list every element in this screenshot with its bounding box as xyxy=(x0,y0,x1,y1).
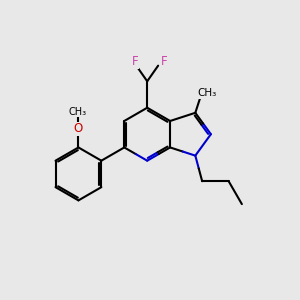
Text: CH₃: CH₃ xyxy=(68,107,87,117)
Text: F: F xyxy=(132,56,139,68)
Text: CH₃: CH₃ xyxy=(197,88,216,98)
Text: O: O xyxy=(74,122,83,135)
Text: F: F xyxy=(160,56,167,68)
